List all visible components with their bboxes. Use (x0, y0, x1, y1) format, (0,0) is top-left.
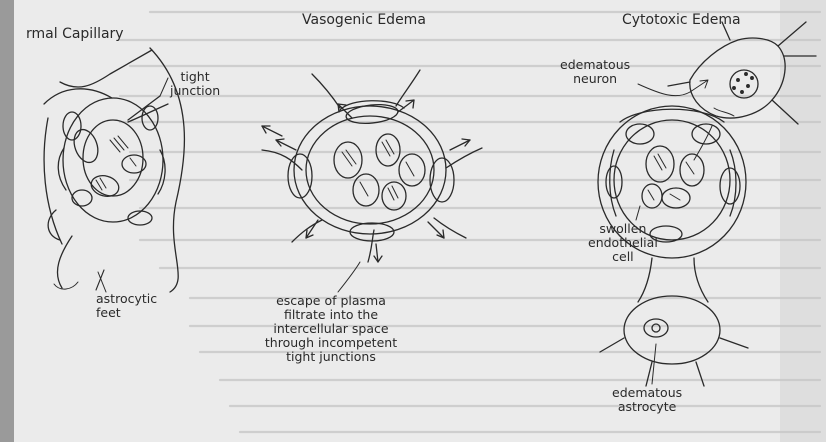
vasogenic-caption: escape of plasma filtrate into the inter… (256, 294, 406, 364)
normal-capillary-title: rmal Capillary (26, 26, 124, 42)
vasogenic-edema-title: Vasogenic Edema (302, 12, 426, 28)
swollen-line-2: endothelial (588, 236, 658, 250)
edematous-neuron-line-2: neuron (560, 72, 630, 86)
astrocytic-feet-line-2: feet (96, 306, 157, 320)
cytotoxic-edema-title: Cytotoxic Edema (622, 12, 741, 28)
swollen-line-1: swollen (588, 222, 658, 236)
swollen-line-3: cell (588, 250, 658, 264)
caption-line-4: through incompetent (256, 336, 406, 350)
caption-line-1: escape of plasma (256, 294, 406, 308)
caption-line-2: filtrate into the (256, 308, 406, 322)
edematous-astrocyte-label: edematous astrocyte (612, 386, 682, 414)
edematous-neuron-label: edematous neuron (560, 58, 630, 86)
edematous-neuron-line-1: edematous (560, 58, 630, 72)
edematous-astrocyte-line-1: edematous (612, 386, 682, 400)
caption-line-5: tight junctions (256, 350, 406, 364)
bleed-through-text (120, 12, 820, 432)
astrocytic-feet-label: astrocytic feet (96, 292, 157, 320)
caption-line-3: intercellular space (256, 322, 406, 336)
normal-capillary-drawing (44, 48, 184, 292)
cytotoxic-edema-drawing (598, 22, 816, 386)
swollen-endothelial-cell-label: swollen endothelial cell (588, 222, 658, 264)
tight-junction-line-2: junction (170, 84, 220, 98)
tight-junction-line-1: tight (170, 70, 220, 84)
astrocytic-feet-line-1: astrocytic (96, 292, 157, 306)
tight-junction-leader (160, 78, 168, 96)
edematous-astrocyte-line-2: astrocyte (612, 400, 682, 414)
tight-junction-label: tight junction (170, 70, 220, 98)
